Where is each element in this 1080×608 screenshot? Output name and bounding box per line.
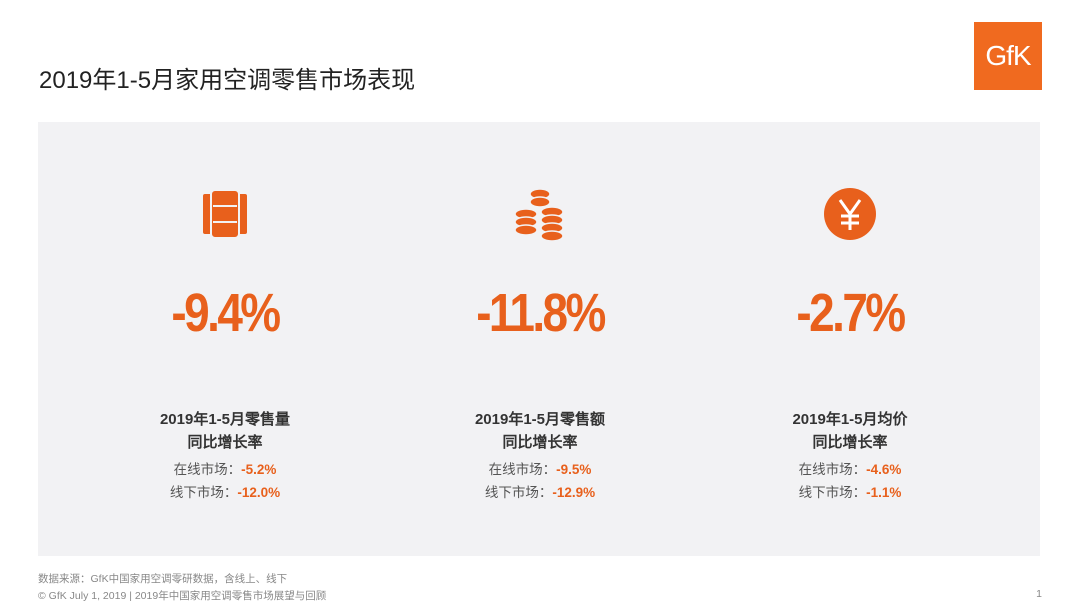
metric-value: -9.4% xyxy=(171,283,281,343)
page-title: 2019年1-5月家用空调零售市场表现 xyxy=(39,67,416,94)
copyright: © GfK July 1, 2019 | 2019年中国家用空调零售市场展望与回… xyxy=(38,590,327,602)
online-label: 在线市场： xyxy=(488,462,557,477)
offline-row: 线下市场：-1.1% xyxy=(700,481,1000,504)
page-number: 1 xyxy=(1036,588,1042,600)
metric-sublabel: 同比增长率 xyxy=(812,434,888,451)
online-row: 在线市场：-9.5% xyxy=(390,458,690,481)
yen-icon xyxy=(824,188,876,240)
offline-row: 线下市场：-12.9% xyxy=(390,481,690,504)
metric-label: 2019年1-5月零售量 xyxy=(159,411,291,428)
offline-value: -12.9% xyxy=(552,485,596,500)
offline-label: 线下市场： xyxy=(169,485,238,500)
barrels-icon xyxy=(203,189,247,239)
offline-value: -12.0% xyxy=(237,485,281,500)
online-value: -4.6% xyxy=(866,462,902,477)
metric-value: -2.7% xyxy=(796,283,906,343)
offline-label: 线下市场： xyxy=(798,485,867,500)
metric-label: 2019年1-5月零售额 xyxy=(474,411,606,428)
metric-label: 2019年1-5月均价 xyxy=(792,411,908,428)
metric-sublabel: 同比增长率 xyxy=(502,434,578,451)
online-row: 在线市场：-4.6% xyxy=(700,458,1000,481)
online-value: -9.5% xyxy=(556,462,592,477)
online-row: 在线市场：-5.2% xyxy=(75,458,375,481)
offline-row: 线下市场：-12.0% xyxy=(75,481,375,504)
offline-label: 线下市场： xyxy=(484,485,553,500)
data-source: 数据来源：GfK中国家用空调零研数据，含线上、线下 xyxy=(38,573,288,585)
gfk-logo: GfK xyxy=(974,22,1042,90)
coin-stacks-icon xyxy=(514,188,564,242)
online-value: -5.2% xyxy=(241,462,277,477)
offline-value: -1.1% xyxy=(866,485,902,500)
online-label: 在线市场： xyxy=(798,462,867,477)
metric-sublabel: 同比增长率 xyxy=(187,434,263,451)
metrics-panel: -9.4% 2019年1-5月零售量 同比增长率 在线市场：-5.2% 线下市场：… xyxy=(38,122,1040,556)
metric-value: -11.8% xyxy=(476,283,606,343)
online-label: 在线市场： xyxy=(173,462,242,477)
